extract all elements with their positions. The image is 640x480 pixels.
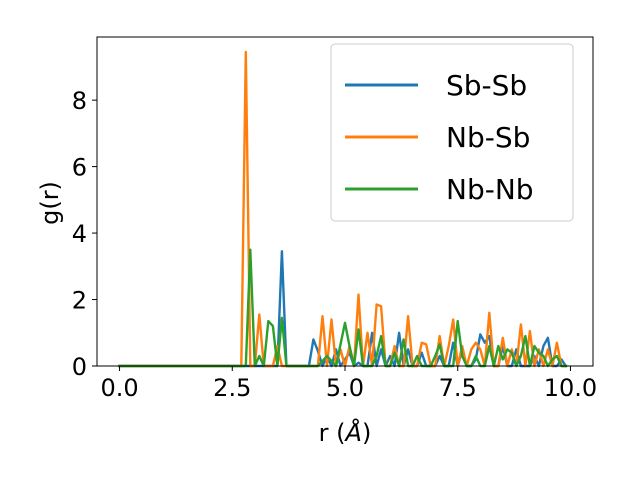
- legend-label-nb-sb: Nb-Sb: [446, 121, 530, 154]
- plot-area: 0.0 2.5 5.0 7.5 10.0 0 2 4 6 8: [72, 36, 597, 402]
- legend-box: [330, 43, 574, 222]
- legend-label-sb-sb: Sb-Sb: [446, 69, 527, 102]
- y-axis-ticks: 0 2 4 6 8: [72, 87, 97, 381]
- x-axis-label: r (Å): [319, 418, 372, 447]
- y-tick-label: 8: [72, 87, 87, 115]
- x-axis-label-prefix: r (: [319, 419, 346, 447]
- legend-label-nb-nb: Nb-Nb: [446, 173, 534, 206]
- x-axis-ticks: 0.0 2.5 5.0 7.5 10.0: [100, 366, 597, 402]
- legend: Sb-Sb Nb-Sb Nb-Nb: [330, 43, 574, 222]
- x-tick-label: 10.0: [544, 374, 597, 402]
- y-tick-label: 2: [72, 287, 87, 315]
- x-axis-label-unit: Å: [344, 418, 362, 447]
- y-tick-label: 4: [72, 220, 87, 248]
- legend-items: Sb-Sb Nb-Sb Nb-Nb: [345, 69, 534, 206]
- y-axis-label: g(r): [36, 181, 64, 225]
- series-line-nb-nb: [118, 248, 568, 368]
- x-tick-label: 7.5: [439, 374, 477, 402]
- x-tick-label: 5.0: [326, 374, 364, 402]
- x-tick-label: 0.0: [100, 374, 138, 402]
- x-tick-label: 2.5: [213, 374, 251, 402]
- y-tick-label: 0: [72, 353, 87, 381]
- x-axis-label-suffix: ): [362, 419, 371, 447]
- y-tick-label: 6: [72, 154, 87, 182]
